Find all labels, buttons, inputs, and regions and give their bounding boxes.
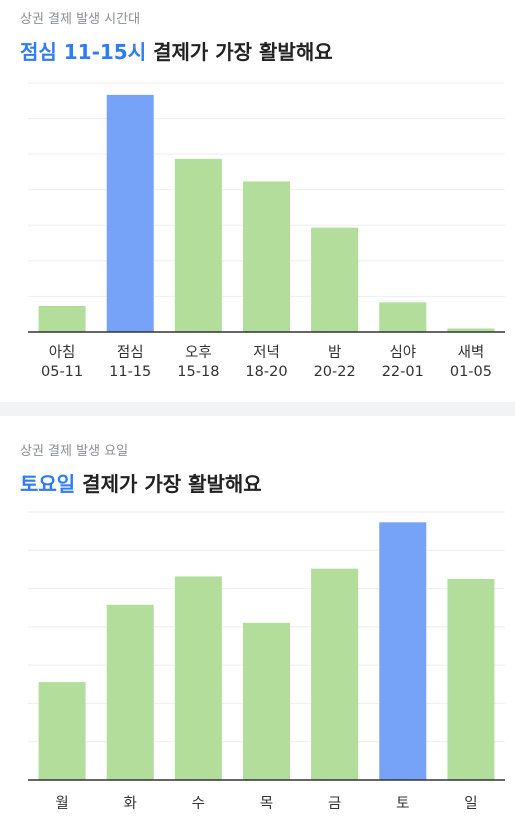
section-divider (0, 402, 515, 416)
time-chart-bar-6 (447, 328, 495, 332)
day-chart-bar-0 (38, 682, 86, 780)
time-chart-title: 점심 11-15시 결제가 가장 활발해요 (20, 36, 333, 65)
time-chart-bar-2 (174, 158, 222, 332)
time-chart-bar-4 (311, 227, 359, 332)
day-of-week-section: 상권 결제 발생 요일 토요일 결제가 가장 활발해요 월 화 수 목 금 토 일 (0, 416, 515, 832)
day-chart-tick-label-2: 수 (192, 795, 205, 812)
day-chart-bar-6 (447, 579, 495, 780)
time-chart-tick-label-3: 저녁 18-20 (245, 344, 287, 380)
time-of-day-section: 상권 결제 발생 시간대 점심 11-15시 결제가 가장 활발해요 아침 05-… (0, 0, 515, 402)
time-chart-tick-label-4: 밤 20-22 (314, 344, 356, 380)
time-chart-title-highlight: 점심 11-15시 (20, 40, 147, 64)
time-chart-tick-label-0: 아침 05-11 (41, 344, 83, 380)
time-chart-tick-label-5: 심야 22-01 (382, 344, 424, 380)
time-chart-bar-5 (379, 302, 427, 332)
day-chart-tick-label-3: 목 (260, 796, 273, 812)
time-chart-tick-label-2: 오후 15-18 (177, 344, 219, 380)
time-chart-tick-label-6: 새벽 01-05 (450, 344, 492, 380)
day-chart-bar-5 (379, 522, 427, 780)
day-chart-title-rest: 결제가 가장 활발해요 (75, 472, 262, 496)
day-chart-bar-1 (106, 604, 154, 780)
time-chart-bar-3 (243, 181, 290, 332)
time-chart-bar-1 (106, 94, 154, 332)
day-chart-tick-label-5: 토 (396, 796, 409, 812)
day-chart-tick-label-0: 월 (55, 795, 68, 812)
day-chart-subtitle: 상권 결제 발생 요일 (20, 444, 129, 459)
day-chart-bar-3 (243, 622, 290, 780)
time-of-day-bar-chart: 아침 05-11 점심 11-15 오후 15-18 저녁 18-20 밤 20-22 심야 22-0… (28, 82, 505, 380)
day-chart-title: 토요일 결제가 가장 활발해요 (20, 468, 262, 497)
time-chart-subtitle: 상권 결제 발생 시간대 (20, 12, 141, 27)
time-chart-bar-0 (38, 305, 86, 332)
day-chart-tick-label-1: 화 (124, 795, 137, 812)
day-chart-title-highlight: 토요일 (20, 472, 76, 496)
time-chart-tick-label-1: 점심 11-15 (109, 344, 151, 380)
day-chart-tick-label-4: 금 (328, 796, 341, 812)
day-chart-bar-2 (174, 576, 222, 780)
day-chart-tick-label-6: 일 (464, 795, 477, 812)
time-chart-title-rest: 결제가 가장 활발해요 (146, 40, 333, 64)
day-chart-bar-4 (311, 568, 359, 780)
